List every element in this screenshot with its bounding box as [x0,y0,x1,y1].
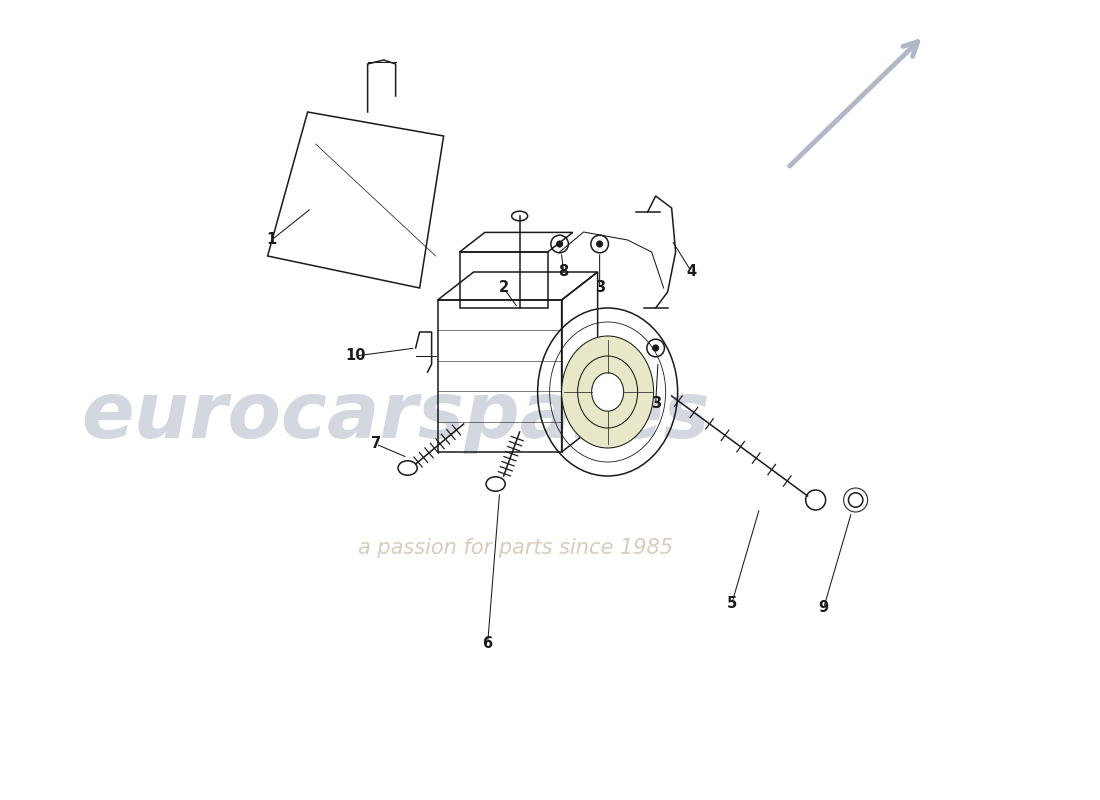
Ellipse shape [562,336,653,448]
Text: 3: 3 [650,397,661,411]
Text: 3: 3 [595,281,605,295]
Text: eurocarspares: eurocarspares [81,378,710,454]
Text: 4: 4 [686,265,696,279]
Text: 8: 8 [559,265,569,279]
Text: 9: 9 [818,601,828,615]
Ellipse shape [557,241,563,247]
Text: 6: 6 [483,637,493,651]
Ellipse shape [592,373,624,411]
Text: 7: 7 [371,437,381,451]
Text: 10: 10 [345,349,366,363]
Text: 5: 5 [726,597,737,611]
Text: 2: 2 [498,281,508,295]
Ellipse shape [596,241,603,247]
Text: a passion for parts since 1985: a passion for parts since 1985 [359,538,673,558]
Ellipse shape [652,345,659,351]
Text: 1: 1 [266,233,277,247]
